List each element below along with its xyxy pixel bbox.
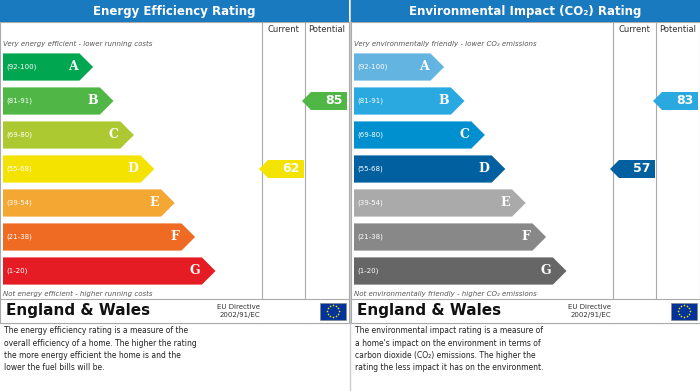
Text: Very environmentally friendly - lower CO₂ emissions: Very environmentally friendly - lower CO… — [354, 41, 537, 47]
Polygon shape — [354, 121, 485, 149]
Bar — [0, 299, 349, 323]
Text: D: D — [128, 163, 139, 176]
Bar — [0, 22, 349, 323]
Text: Potential: Potential — [659, 25, 696, 34]
Polygon shape — [3, 88, 113, 115]
Text: Not energy efficient - higher running costs: Not energy efficient - higher running co… — [3, 291, 153, 296]
Text: (81-91): (81-91) — [6, 98, 32, 104]
Bar — [351, 22, 700, 323]
Bar — [351, 0, 700, 22]
Polygon shape — [354, 223, 546, 251]
Bar — [351, 299, 700, 323]
Polygon shape — [354, 189, 526, 217]
Text: 85: 85 — [325, 95, 342, 108]
Bar — [320, 303, 346, 319]
Text: (69-80): (69-80) — [6, 132, 32, 138]
Text: Very energy efficient - lower running costs: Very energy efficient - lower running co… — [3, 41, 153, 47]
Text: D: D — [479, 163, 490, 176]
Text: Potential: Potential — [308, 25, 345, 34]
Text: 62: 62 — [282, 163, 299, 176]
Bar — [0, 0, 349, 22]
Text: (55-68): (55-68) — [6, 166, 32, 172]
Text: (92-100): (92-100) — [357, 64, 387, 70]
Text: Current: Current — [267, 25, 300, 34]
Text: A: A — [68, 61, 78, 74]
Polygon shape — [259, 160, 304, 178]
Text: B: B — [88, 95, 98, 108]
Text: (69-80): (69-80) — [357, 132, 383, 138]
Polygon shape — [3, 223, 195, 251]
Text: 83: 83 — [676, 95, 693, 108]
Text: 57: 57 — [633, 163, 650, 176]
Polygon shape — [3, 155, 154, 183]
Text: England & Wales: England & Wales — [6, 303, 150, 319]
Text: B: B — [438, 95, 449, 108]
Text: C: C — [459, 129, 469, 142]
Polygon shape — [354, 257, 566, 285]
Text: (81-91): (81-91) — [357, 98, 383, 104]
Text: E: E — [500, 197, 510, 210]
Text: Environmental Impact (CO₂) Rating: Environmental Impact (CO₂) Rating — [410, 5, 642, 18]
Polygon shape — [354, 155, 505, 183]
Text: Not environmentally friendly - higher CO₂ emissions: Not environmentally friendly - higher CO… — [354, 291, 537, 296]
Polygon shape — [3, 54, 93, 81]
Text: G: G — [540, 264, 551, 278]
Text: Energy Efficiency Rating: Energy Efficiency Rating — [93, 5, 256, 18]
Text: (39-54): (39-54) — [6, 200, 32, 206]
Polygon shape — [3, 121, 134, 149]
Text: England & Wales: England & Wales — [357, 303, 501, 319]
Text: EU Directive
2002/91/EC: EU Directive 2002/91/EC — [217, 304, 260, 318]
Polygon shape — [653, 92, 698, 110]
Polygon shape — [610, 160, 655, 178]
Text: (39-54): (39-54) — [357, 200, 383, 206]
Polygon shape — [354, 88, 465, 115]
Polygon shape — [3, 257, 216, 285]
Text: (21-38): (21-38) — [6, 234, 32, 240]
Text: Current: Current — [619, 25, 650, 34]
Polygon shape — [354, 54, 444, 81]
Text: The environmental impact rating is a measure of
a home's impact on the environme: The environmental impact rating is a mea… — [355, 326, 543, 373]
Text: E: E — [150, 197, 159, 210]
Text: F: F — [171, 231, 179, 244]
Text: (55-68): (55-68) — [357, 166, 383, 172]
Text: (1-20): (1-20) — [357, 268, 379, 274]
Text: EU Directive
2002/91/EC: EU Directive 2002/91/EC — [568, 304, 611, 318]
Text: The energy efficiency rating is a measure of the
overall efficiency of a home. T: The energy efficiency rating is a measur… — [4, 326, 197, 373]
Polygon shape — [3, 189, 175, 217]
Text: F: F — [522, 231, 531, 244]
Text: C: C — [108, 129, 118, 142]
Text: (1-20): (1-20) — [6, 268, 27, 274]
Text: A: A — [419, 61, 428, 74]
Text: G: G — [189, 264, 200, 278]
Polygon shape — [302, 92, 347, 110]
Text: (21-38): (21-38) — [357, 234, 383, 240]
Text: (92-100): (92-100) — [6, 64, 36, 70]
Bar — [671, 303, 697, 319]
